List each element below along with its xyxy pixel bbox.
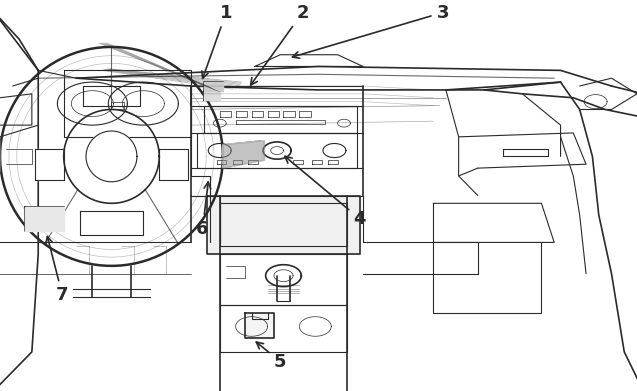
Text: 1: 1: [202, 4, 233, 78]
Polygon shape: [64, 109, 159, 203]
Text: 3: 3: [292, 4, 449, 58]
Polygon shape: [245, 313, 274, 338]
Polygon shape: [204, 92, 220, 100]
Text: 5: 5: [256, 342, 287, 371]
Polygon shape: [25, 207, 64, 231]
Polygon shape: [266, 265, 301, 287]
Text: 6: 6: [196, 182, 211, 238]
Polygon shape: [207, 196, 360, 254]
Polygon shape: [223, 141, 264, 168]
Polygon shape: [35, 149, 64, 180]
Polygon shape: [83, 86, 140, 106]
Polygon shape: [204, 82, 223, 91]
Polygon shape: [159, 149, 188, 180]
Polygon shape: [223, 141, 264, 168]
Polygon shape: [86, 131, 137, 182]
Text: 7: 7: [46, 237, 69, 304]
Polygon shape: [80, 211, 143, 235]
Text: 4: 4: [285, 156, 366, 228]
Text: 2: 2: [251, 4, 309, 85]
